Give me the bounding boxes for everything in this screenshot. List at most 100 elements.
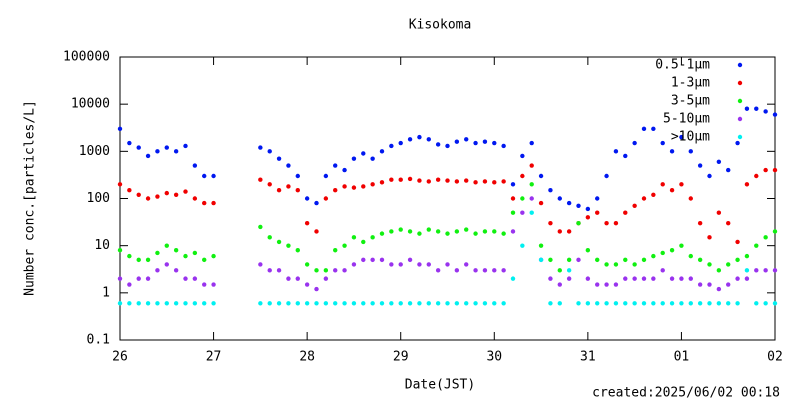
- data-point: [595, 196, 600, 201]
- legend-marker: [737, 62, 743, 68]
- data-point: [145, 196, 151, 201]
- data-point: [566, 229, 572, 234]
- data-point: [510, 210, 516, 215]
- data-point: [613, 282, 619, 287]
- data-point: [370, 257, 375, 263]
- data-point: [763, 109, 768, 114]
- data-point: [304, 282, 310, 287]
- data-point: [772, 268, 778, 273]
- data-point: [464, 301, 469, 306]
- data-point: [173, 268, 179, 273]
- data-point: [445, 231, 450, 236]
- data-point: [763, 167, 768, 173]
- x-tick-label: 27: [206, 350, 222, 365]
- data-point: [669, 301, 675, 306]
- data-point: [370, 156, 375, 161]
- data-point: [361, 301, 366, 306]
- data-point: [585, 301, 591, 306]
- data-point: [585, 206, 591, 212]
- data-point: [267, 182, 272, 187]
- data-point: [295, 173, 300, 179]
- data-point: [492, 180, 497, 185]
- data-point: [501, 143, 506, 149]
- data-point: [744, 253, 750, 259]
- data-point: [258, 145, 263, 150]
- data-point: [520, 153, 525, 159]
- data-point: [389, 229, 394, 234]
- data-point: [398, 301, 403, 306]
- data-point: [697, 301, 703, 306]
- data-point: [323, 268, 329, 273]
- data-point: [735, 257, 740, 263]
- data-point: [726, 282, 731, 287]
- data-point: [772, 167, 778, 173]
- data-point: [454, 268, 460, 273]
- data-point: [716, 210, 722, 215]
- data-point: [407, 257, 413, 263]
- data-point: [407, 137, 413, 142]
- data-point: [688, 196, 693, 201]
- data-point: [707, 282, 712, 287]
- data-point: [435, 177, 441, 182]
- data-point: [679, 243, 684, 248]
- data-point: [155, 194, 160, 199]
- data-point: [595, 210, 600, 215]
- data-point: [211, 173, 216, 179]
- data-point: [735, 239, 740, 245]
- data-point: [136, 192, 141, 197]
- data-point: [501, 231, 506, 236]
- data-point: [351, 156, 357, 161]
- data-point: [660, 250, 665, 256]
- data-point: [323, 276, 329, 281]
- data-point: [454, 179, 460, 184]
- data-point: [398, 140, 403, 146]
- data-point: [482, 179, 488, 184]
- data-point: [473, 301, 478, 306]
- data-point: [566, 276, 572, 281]
- data-point: [744, 182, 750, 187]
- data-point: [333, 248, 338, 253]
- data-point: [548, 276, 553, 281]
- data-point: [211, 301, 216, 306]
- data-point: [501, 179, 506, 184]
- data-point: [707, 301, 712, 306]
- data-point: [183, 276, 188, 281]
- data-point: [641, 276, 647, 281]
- data-point: [641, 301, 647, 306]
- data-point: [417, 231, 422, 236]
- data-point: [679, 134, 684, 140]
- data-point: [679, 276, 684, 281]
- data-point: [155, 268, 160, 273]
- data-point: [389, 301, 394, 306]
- data-point: [155, 250, 160, 256]
- data-point: [529, 182, 534, 187]
- data-point: [258, 262, 263, 267]
- data-point: [623, 153, 628, 159]
- data-point: [454, 139, 460, 144]
- data-point: [117, 248, 123, 253]
- data-point: [211, 253, 216, 259]
- data-point: [754, 173, 759, 179]
- data-point: [445, 143, 450, 149]
- data-point: [510, 182, 516, 187]
- data-point: [604, 301, 609, 306]
- y-tick-label: 1000: [79, 144, 110, 159]
- data-point: [304, 196, 310, 201]
- data-point: [576, 220, 581, 226]
- data-point: [548, 220, 553, 226]
- data-point: [529, 210, 534, 215]
- data-point: [304, 220, 310, 226]
- data-point: [127, 282, 132, 287]
- data-point: [333, 187, 338, 193]
- data-point: [426, 179, 431, 184]
- data-point: [697, 257, 703, 263]
- data-point: [351, 185, 357, 190]
- data-point: [136, 301, 141, 306]
- data-point: [127, 301, 132, 306]
- data-point: [548, 301, 553, 306]
- data-point: [117, 301, 123, 306]
- x-tick-label: 28: [299, 350, 315, 365]
- data-point: [379, 149, 385, 154]
- data-point: [772, 112, 778, 117]
